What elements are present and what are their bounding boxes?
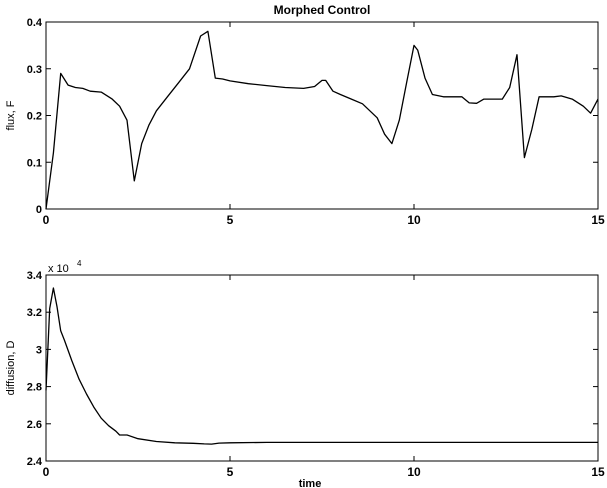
flux-plot: 0 5 10 15 0 0.1 0.2 0.3 0.4 flux, F xyxy=(5,17,605,227)
y-tick-label: 0.1 xyxy=(27,157,42,169)
y-tick-label: 0.3 xyxy=(27,64,42,76)
x-tick-label: 5 xyxy=(227,213,234,227)
y-axis-label: diffusion, D xyxy=(5,341,17,396)
x-tick-label: 10 xyxy=(407,213,421,227)
y-tick-label: 3 xyxy=(36,344,42,356)
y-exponent-power: 4 xyxy=(77,259,82,268)
y-tick-label: 2.6 xyxy=(27,419,42,431)
y-tick-label: 3.4 xyxy=(27,270,43,282)
y-tick-label: 0.2 xyxy=(27,111,42,123)
y-tick-label: 2.8 xyxy=(27,382,42,394)
flux-series-line xyxy=(45,30,599,210)
x-tick-label: 0 xyxy=(43,213,50,227)
x-tick-label: 0 xyxy=(43,465,50,479)
x-tick-label: 15 xyxy=(591,465,605,479)
x-tick-label: 5 xyxy=(227,465,234,479)
chart-title: Morphed Control xyxy=(274,3,371,17)
diffusion-series-line xyxy=(45,287,598,445)
y-tick-label: 3.2 xyxy=(27,307,42,319)
y-axis-label: flux, F xyxy=(5,100,17,130)
y-tick-label: 0.4 xyxy=(27,17,43,29)
x-axis-label: time xyxy=(299,478,322,488)
plot-frame xyxy=(45,274,599,462)
y-tick-label: 0 xyxy=(36,204,42,216)
diffusion-plot: 0 5 10 15 2.4 2.6 2.8 3 3.2 3.4 diffusion, D time x … xyxy=(5,259,605,488)
x-tick-label: 10 xyxy=(407,465,421,479)
x-tick-label: 15 xyxy=(591,213,605,227)
plot-frame xyxy=(45,21,599,210)
y-exponent-label: x 10 xyxy=(48,263,69,275)
y-tick-label: 2.4 xyxy=(27,456,43,468)
